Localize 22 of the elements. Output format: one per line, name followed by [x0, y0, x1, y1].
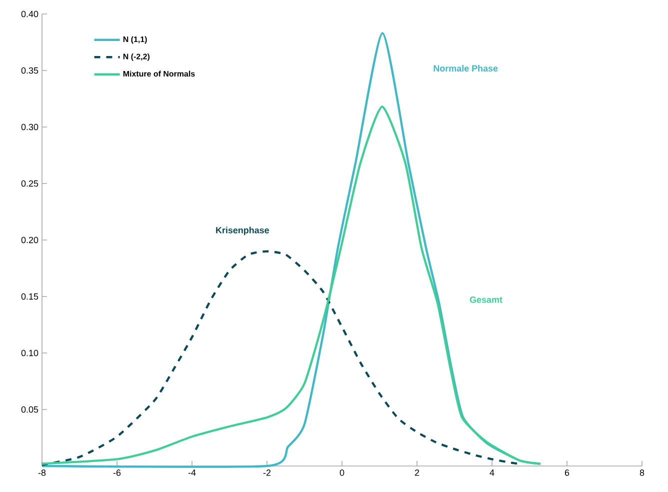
y-tick-label: 0.40	[21, 10, 38, 18]
line-series	[40, 106, 542, 465]
x-tick-label: -2	[263, 470, 271, 476]
y-tick-label: 0.15	[21, 293, 38, 300]
y-tick-label: 0.05	[21, 406, 38, 413]
x-tick-label: -4	[188, 470, 196, 476]
y-tick-label: 0.25	[21, 180, 38, 187]
annotation: Gesamt	[470, 296, 502, 303]
line-series	[40, 250, 520, 466]
x-tick-label: 4	[490, 470, 494, 476]
annotation: Krisenphase	[216, 226, 270, 236]
y-tick-label: 0.10	[21, 350, 38, 356]
x-tick-label: 6	[564, 470, 570, 476]
y-tick-label: 0.20	[21, 236, 38, 244]
x-tick-label: -6	[113, 470, 121, 476]
y-tick-label: 0.35	[21, 67, 38, 74]
annotation: Normale Phase	[434, 64, 498, 72]
x-tick-label: 8	[640, 470, 644, 476]
y-tick-label: 0.30	[21, 124, 38, 130]
x-tick-label: 0	[340, 470, 344, 476]
x-tick-label: 2	[414, 470, 420, 476]
x-tick-label: -8	[38, 470, 46, 476]
